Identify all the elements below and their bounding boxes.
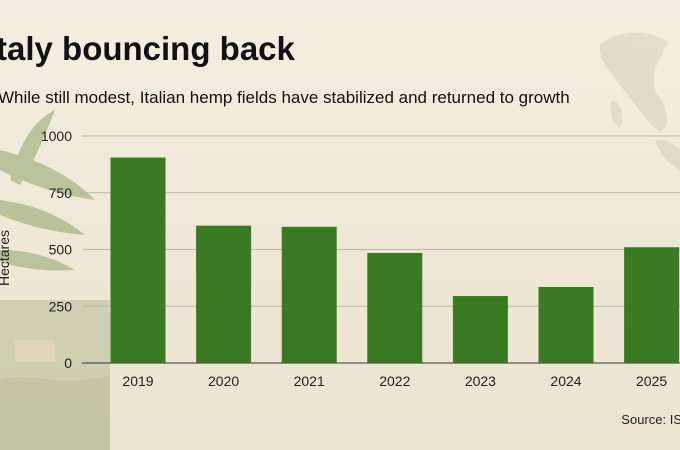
x-tick-label: 2021: [294, 373, 325, 389]
x-tick-label: 2022: [379, 373, 410, 389]
hemp-leaves-decoration: [0, 110, 95, 271]
bar-2019: [110, 157, 166, 363]
chart-title: taly bouncing back: [0, 30, 295, 67]
x-axis-ticks: 2019 2020 2021 2022 2023 2024 2025: [122, 373, 667, 389]
landscape-decoration: [0, 300, 110, 450]
bar-2020: [196, 225, 252, 363]
x-tick-label: 2019: [122, 373, 153, 389]
bar-2023: [452, 296, 508, 363]
bar-2021: [281, 226, 337, 363]
x-tick-label: 2020: [208, 373, 239, 389]
y-axis-ticks: 0 250 500 750 1000: [41, 128, 72, 371]
x-tick-label: 2024: [550, 373, 581, 389]
bars: [110, 157, 680, 363]
bar-2022: [367, 252, 423, 363]
bar-2024: [538, 286, 594, 363]
y-tick-label: 500: [49, 242, 73, 258]
y-axis-label: Hectares: [0, 230, 12, 286]
x-tick-label: 2025: [636, 373, 667, 389]
bar-2025: [624, 247, 680, 363]
x-tick-label: 2023: [465, 373, 496, 389]
chart-subtitle: While still modest, Italian hemp fields …: [0, 88, 570, 107]
italy-map-decoration: [599, 32, 680, 170]
y-tick-label: 0: [64, 355, 72, 371]
y-tick-label: 250: [49, 298, 73, 314]
source-note: Source: IS: [621, 412, 680, 427]
y-tick-label: 750: [49, 185, 73, 201]
y-tick-label: 1000: [41, 128, 72, 144]
